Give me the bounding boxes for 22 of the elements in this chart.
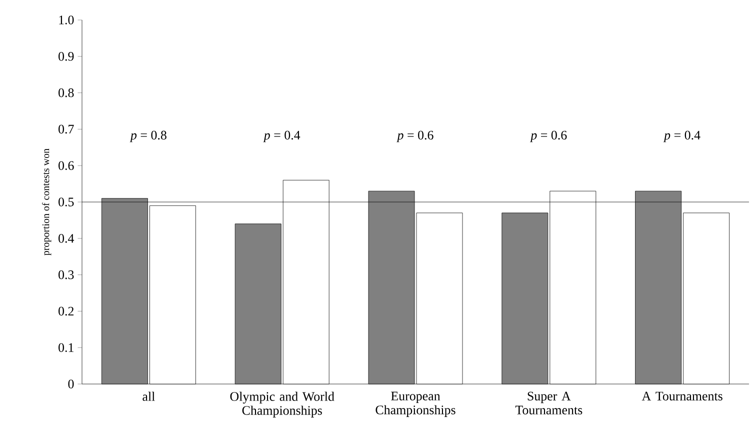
y-tick-label: 1.0 <box>59 16 74 24</box>
x-tick-label: European Championships <box>376 392 456 417</box>
annotation: p = 0.8 <box>130 130 166 142</box>
x-tick-label: all <box>142 392 155 401</box>
y-tick-label: 0 <box>68 380 74 388</box>
annotation: p = 0.6 <box>396 130 434 142</box>
y-tick-label: 0.8 <box>58 88 74 98</box>
x-tick-label: Super A Tournaments <box>515 392 582 414</box>
annotation: p = 0.4 <box>263 130 300 142</box>
y-axis-title: proportion of contests won <box>42 148 52 256</box>
y-tick-label: 0.6 <box>58 161 74 170</box>
y-tick-label: 0.1 <box>58 343 74 352</box>
annotation: p = 0.4 <box>663 130 700 142</box>
y-tick-label: 0.2 <box>58 306 74 316</box>
x-tick-label: A Tournaments <box>642 392 722 400</box>
y-tick-label: 0.3 <box>58 270 74 280</box>
y-tick-label: 0.7 <box>58 124 74 134</box>
y-tick-label: 0.9 <box>58 52 74 61</box>
x-tick-label: Olympic and World Championships <box>230 392 334 418</box>
y-tick-label: 0.4 <box>58 234 74 243</box>
y-tick-label: 0.5 <box>58 198 74 206</box>
annotation: p = 0.6 <box>530 130 567 142</box>
